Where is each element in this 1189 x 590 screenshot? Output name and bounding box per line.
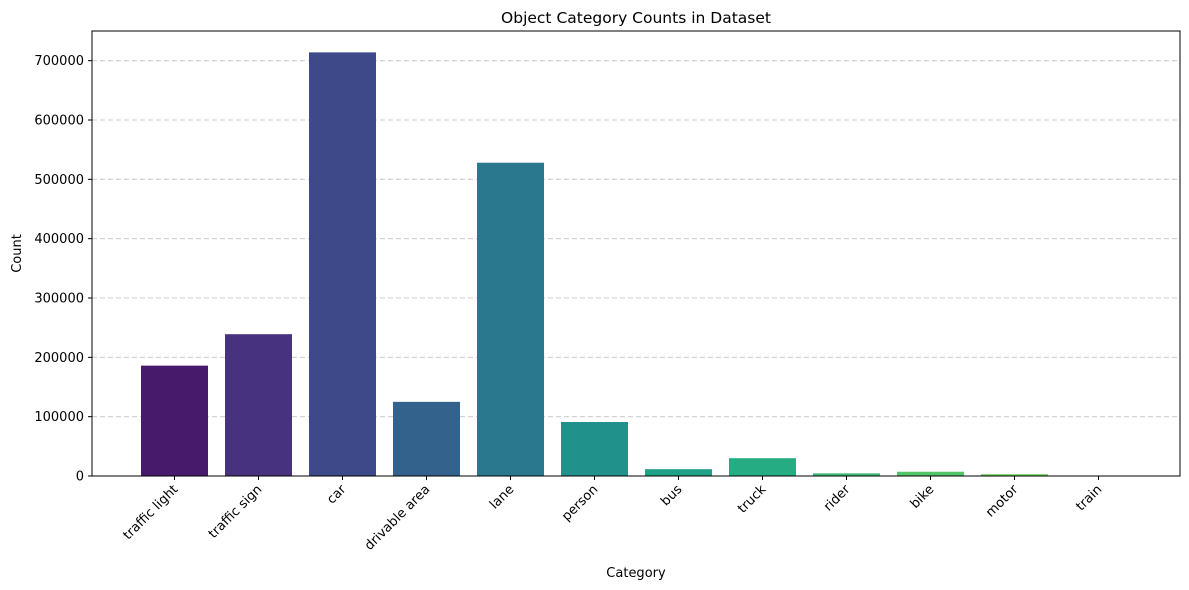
x-tick-label: traffic light xyxy=(120,482,181,543)
bar-traffic-sign xyxy=(225,334,292,476)
bar-bus xyxy=(645,469,712,476)
x-tick-label: motor xyxy=(983,482,1022,521)
y-tick-label: 100000 xyxy=(34,410,84,425)
y-axis-label: Count xyxy=(10,234,25,273)
x-tick-label: bus xyxy=(658,482,685,509)
bar-drivable-area xyxy=(393,401,460,476)
bars xyxy=(141,52,1132,477)
y-tick-label: 700000 xyxy=(34,54,84,69)
y-tick-label: 300000 xyxy=(34,292,84,307)
x-axis-label: Category xyxy=(606,566,666,581)
gridlines xyxy=(92,60,1180,418)
plot-frame xyxy=(91,30,1181,477)
x-tick-label: drivable area xyxy=(362,482,433,553)
bar-motor xyxy=(981,474,1048,476)
y-tick-label: 400000 xyxy=(34,232,84,247)
y-tick-label: 600000 xyxy=(34,114,84,129)
x-axis: traffic light traffic sign car drivable are… xyxy=(120,476,1105,554)
x-tick-label: person xyxy=(559,482,601,524)
x-tick-label: lane xyxy=(487,482,517,512)
bar-rider xyxy=(813,473,880,476)
bar-car xyxy=(309,52,376,477)
x-tick-label: bike xyxy=(908,482,938,512)
y-tick-label: 200000 xyxy=(34,351,84,366)
y-tick-label: 500000 xyxy=(34,173,84,188)
bar-traffic-light xyxy=(141,365,208,476)
y-tick-label: 0 xyxy=(76,470,84,485)
bar-person xyxy=(561,422,628,476)
x-tick-label: traffic sign xyxy=(206,482,265,541)
chart-title: Object Category Counts in Dataset xyxy=(501,9,771,27)
x-tick-label: car xyxy=(324,482,350,508)
x-tick-label: train xyxy=(1073,482,1105,514)
bar-bike xyxy=(897,471,964,476)
bar-truck xyxy=(729,458,796,476)
x-tick-label: rider xyxy=(821,482,854,515)
y-axis: 0 100000 200000 300000 400000 500000 600000 700… xyxy=(34,54,92,485)
bar-lane xyxy=(477,162,544,476)
x-tick-label: truck xyxy=(735,482,770,517)
